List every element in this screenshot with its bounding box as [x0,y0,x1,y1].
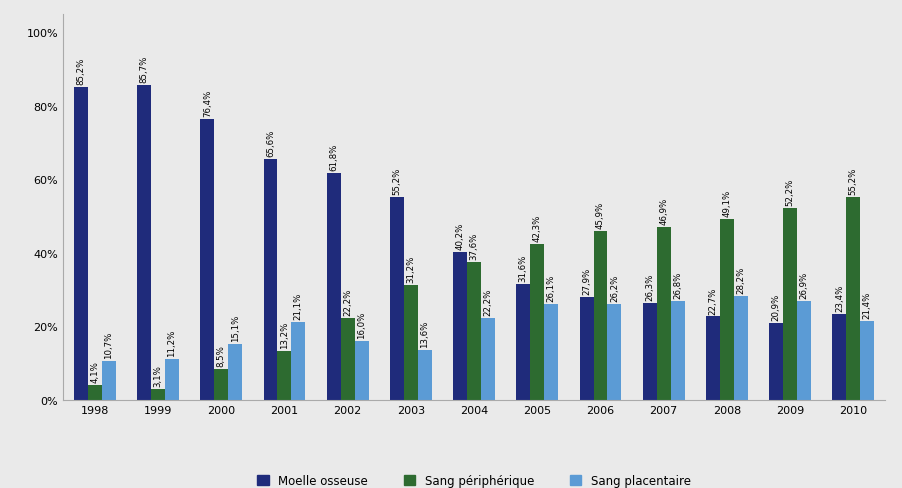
Bar [263,159,277,400]
Text: 65,6%: 65,6% [266,129,275,156]
Text: 21,1%: 21,1% [293,292,302,320]
Bar [137,85,151,400]
Text: 22,7%: 22,7% [708,286,717,314]
Text: 23,4%: 23,4% [834,284,843,311]
Text: 13,6%: 13,6% [419,320,428,347]
Text: 40,2%: 40,2% [456,223,465,250]
Text: 55,2%: 55,2% [392,167,401,195]
Text: 46,9%: 46,9% [658,198,667,225]
Legend: Moelle osseuse, Sang périphérique, Sang placentaire: Moelle osseuse, Sang périphérique, Sang … [253,470,694,488]
Bar [670,302,684,400]
Bar [481,319,494,400]
Bar [403,285,418,400]
Bar [291,323,305,400]
Text: 31,2%: 31,2% [406,255,415,283]
Bar [277,352,291,400]
Text: 27,9%: 27,9% [582,267,591,295]
Bar [593,232,607,400]
Bar [214,369,228,400]
Text: 26,2%: 26,2% [609,274,618,301]
Bar [418,350,431,400]
Bar [87,385,102,400]
Text: 26,8%: 26,8% [672,271,681,299]
Bar [733,297,747,400]
Bar [340,319,354,400]
Bar [642,304,656,400]
Text: 55,2%: 55,2% [848,167,857,195]
Bar [102,361,115,400]
Bar [327,173,340,400]
Bar [769,324,782,400]
Bar [796,302,810,400]
Bar [860,322,873,400]
Text: 22,2%: 22,2% [343,288,352,316]
Text: 11,2%: 11,2% [167,329,176,356]
Bar [390,198,403,400]
Bar [354,342,368,400]
Bar [544,305,557,400]
Bar [782,208,796,400]
Bar [656,228,670,400]
Text: 13,2%: 13,2% [280,322,289,349]
Bar [516,284,529,400]
Text: 85,2%: 85,2% [77,57,86,84]
Text: 85,7%: 85,7% [140,55,149,82]
Text: 28,2%: 28,2% [735,266,744,294]
Bar [466,262,481,400]
Text: 4,1%: 4,1% [90,360,99,382]
Bar [845,198,860,400]
Bar [719,220,733,400]
Text: 37,6%: 37,6% [469,232,478,259]
Bar [529,245,544,400]
Bar [705,317,719,400]
Bar [579,298,593,400]
Bar [165,359,179,400]
Bar [74,87,87,400]
Text: 42,3%: 42,3% [532,215,541,242]
Text: 76,4%: 76,4% [203,89,212,117]
Bar [151,389,165,400]
Text: 45,9%: 45,9% [595,202,604,229]
Text: 49,1%: 49,1% [722,190,731,217]
Text: 16,0%: 16,0% [356,311,365,339]
Text: 52,2%: 52,2% [785,178,794,205]
Text: 8,5%: 8,5% [216,344,226,366]
Text: 31,6%: 31,6% [519,254,528,281]
Text: 26,3%: 26,3% [645,273,654,301]
Bar [607,304,621,400]
Text: 10,7%: 10,7% [104,330,113,358]
Text: 20,9%: 20,9% [771,293,780,321]
Bar [228,345,242,400]
Text: 61,8%: 61,8% [329,143,338,170]
Text: 26,1%: 26,1% [546,274,555,302]
Bar [200,120,214,400]
Text: 26,9%: 26,9% [798,271,807,299]
Text: 22,2%: 22,2% [483,288,492,316]
Text: 15,1%: 15,1% [230,314,239,342]
Bar [832,314,845,400]
Bar [453,253,466,400]
Text: 21,4%: 21,4% [861,291,870,319]
Text: 3,1%: 3,1% [153,364,162,386]
